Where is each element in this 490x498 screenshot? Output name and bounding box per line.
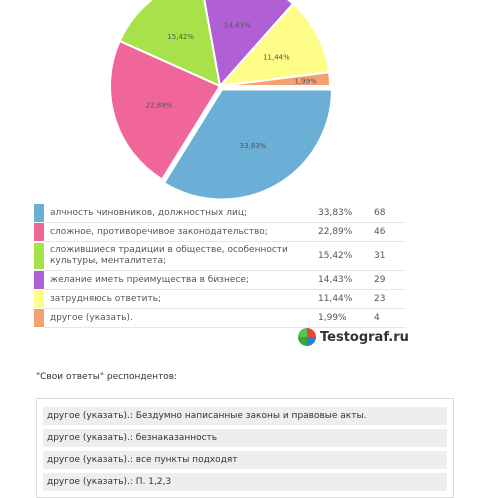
pie-slice-other: [219, 71, 332, 87]
legend-count: 46: [374, 222, 406, 242]
pie-slice-label: 15,42%: [167, 33, 194, 41]
pie-slice-label: 14,43%: [224, 22, 251, 30]
pie-slice-traditions: [118, 0, 222, 88]
testograf-logo-icon: [298, 328, 316, 346]
pie-slice-legislation: [109, 39, 222, 181]
legend-swatch: [34, 290, 44, 308]
legend-count: 31: [374, 241, 406, 271]
pie-chart: 33,83% 22,89% 15,42% 14,43% 11,44% 1,99%: [109, 0, 333, 201]
legend-row: сложившиеся традиции в обществе, особенн…: [34, 241, 406, 271]
legend-label: сложное, противоречивое законодательство…: [44, 222, 318, 242]
pie-slice-label: 11,44%: [263, 53, 290, 61]
legend-swatch: [34, 309, 44, 327]
legend-label: желание иметь преимущества в бизнесе;: [44, 270, 318, 290]
legend-swatch: [34, 204, 44, 222]
legend-row: сложное, противоречивое законодательство…: [34, 222, 406, 242]
legend-percent: 11,44%: [318, 289, 374, 309]
legend-table: алчность чиновников, должностных лиц; 33,…: [34, 204, 406, 328]
pie-slice-label: 22,89%: [146, 102, 173, 110]
testograf-logo[interactable]: Testograf.ru: [298, 328, 409, 346]
legend-percent: 22,89%: [318, 222, 374, 242]
legend-label: затрудняюсь ответить;: [44, 289, 318, 309]
legend-label: другое (указать).: [44, 308, 318, 328]
pie-slice-hard-to-answer: [217, 2, 331, 88]
legend-swatch: [34, 271, 44, 289]
own-answer-item: другое (указать).: Бездумно написанные з…: [43, 407, 447, 425]
legend-count: 4: [374, 308, 406, 328]
legend-row: затрудняюсь ответить; 11,44% 23: [34, 289, 406, 309]
legend-percent: 1,99%: [318, 308, 374, 328]
pie-slice-label: 1,99%: [295, 78, 318, 86]
legend-label: сложившиеся традиции в обществе, особенн…: [44, 241, 318, 271]
pie-slice-business-advantage: [203, 0, 295, 89]
legend-percent: 14,43%: [318, 270, 374, 290]
pie-slice-officials-greed: [162, 88, 333, 201]
own-answers-list: другое (указать).: Бездумно написанные з…: [36, 398, 454, 498]
legend-swatch: [34, 223, 44, 241]
own-answer-item: другое (указать).: все пункты подходят: [43, 451, 447, 469]
legend-percent: 15,42%: [318, 241, 374, 271]
legend-count: 23: [374, 289, 406, 309]
legend-label: алчность чиновников, должностных лиц;: [44, 204, 318, 223]
testograf-logo-text: Testograf.ru: [320, 329, 409, 345]
own-answers-title: "Свои ответы" респондентов:: [36, 372, 178, 382]
legend-swatch: [34, 243, 44, 269]
legend-count: 68: [374, 204, 406, 223]
legend-row: алчность чиновников, должностных лиц; 33,…: [34, 204, 406, 223]
pie-slice-label: 33,83%: [240, 142, 267, 150]
legend-row: другое (указать). 1,99% 4: [34, 308, 406, 328]
legend-row: желание иметь преимущества в бизнесе; 14,…: [34, 270, 406, 290]
own-answer-item: другое (указать).: П. 1,2,3: [43, 473, 447, 491]
legend-count: 29: [374, 270, 406, 290]
legend-percent: 33,83%: [318, 204, 374, 223]
own-answer-item: другое (указать).: безнаказанность: [43, 429, 447, 447]
